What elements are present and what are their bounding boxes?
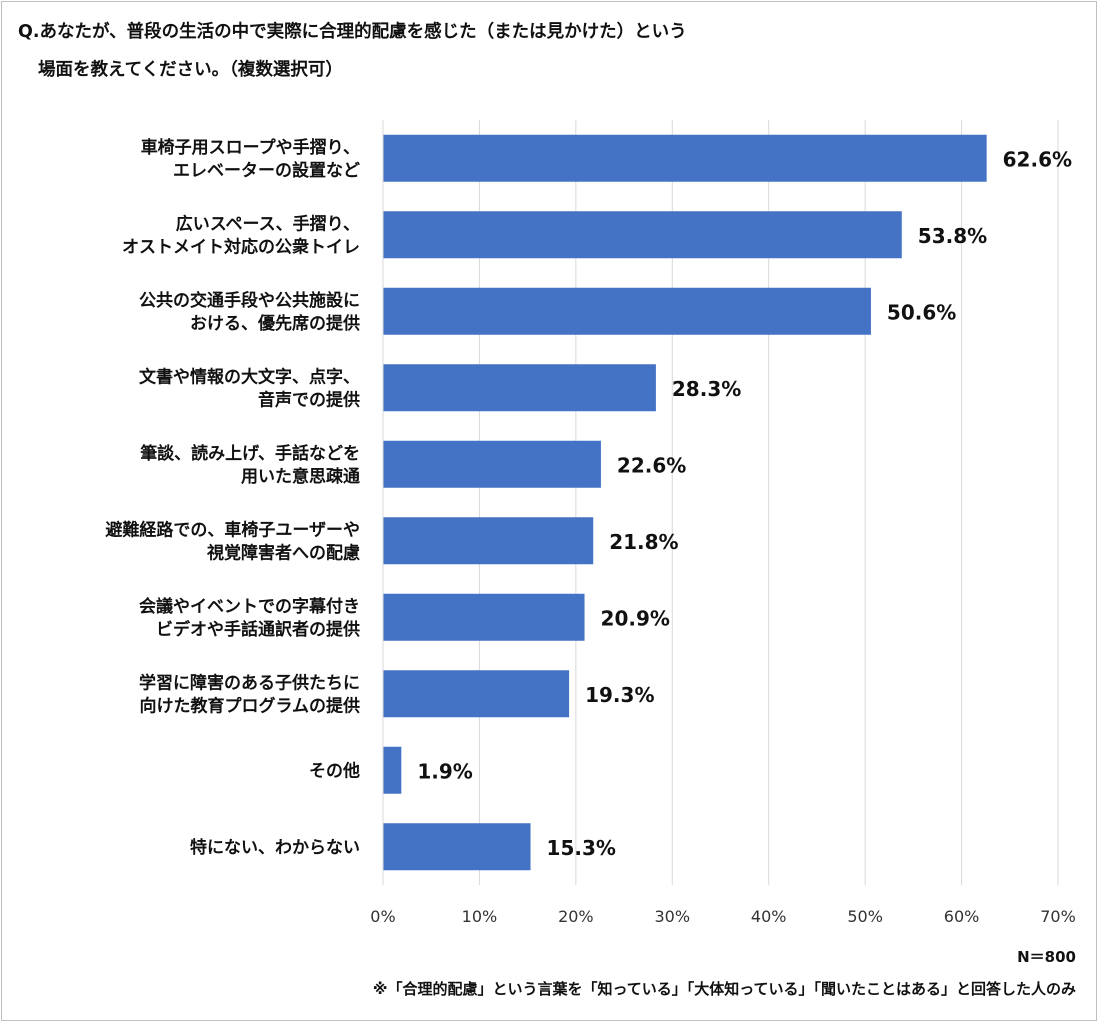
x-tick-label: 70%: [1040, 907, 1076, 926]
data-label: 53.8%: [918, 224, 987, 248]
data-label: 28.3%: [672, 377, 741, 401]
category-label: おける、優先席の提供: [190, 313, 360, 334]
category-label: 音声での提供: [258, 389, 360, 410]
data-label: 15.3%: [547, 836, 616, 860]
category-label: その他: [309, 760, 360, 781]
data-label: 20.9%: [601, 606, 670, 630]
x-tick-label: 40%: [751, 907, 787, 926]
bar: [383, 517, 594, 565]
category-label: 筆談、読み上げ、手話などを: [140, 443, 360, 464]
category-label: 車椅子用スロープや手摺り、: [141, 137, 360, 158]
bar: [383, 823, 531, 871]
category-label: ビデオや手話通訳者の提供: [156, 619, 360, 640]
x-tick-label: 60%: [944, 907, 980, 926]
category-label: 会議やイベントでの字幕付き: [139, 596, 360, 617]
x-tick-label: 50%: [847, 907, 883, 926]
category-label: エレベーターの設置など: [173, 160, 360, 181]
category-label: 用いた意思疎通: [241, 466, 360, 487]
category-label: 学習に障害のある子供たちに: [139, 672, 360, 693]
x-tick-label: 30%: [655, 907, 691, 926]
chart-title-line-2: 場面を教えてください。（複数選択可）: [38, 60, 343, 80]
category-label: 広いスペース、手摺り、: [176, 213, 360, 234]
category-label: 向けた教育プログラムの提供: [140, 695, 361, 716]
bar: [383, 364, 656, 412]
data-label: 62.6%: [1003, 147, 1072, 171]
x-tick-label: 20%: [558, 907, 594, 926]
data-label: 19.3%: [585, 683, 654, 707]
data-label: 50.6%: [887, 300, 956, 324]
x-tick-label: 10%: [462, 907, 498, 926]
footnote: ※「合理的配慮」という言葉を「知っている」「大体知っている」「聞いたことはある」…: [372, 980, 1076, 998]
bar: [383, 134, 987, 182]
bar: [383, 287, 871, 335]
data-label: 1.9%: [417, 759, 472, 783]
category-label: オストメイト対応の公衆トイレ: [122, 236, 360, 257]
chart-title-line-1: Q.あなたが、普段の生活の中で実際に合理的配慮を感じた（または見かけた）という: [18, 22, 687, 42]
data-label: 22.6%: [617, 453, 686, 477]
category-label: 文書や情報の大文字、点字、: [139, 366, 360, 387]
x-tick-label: 0%: [370, 907, 395, 926]
category-label: 視覚障害者への配慮: [206, 542, 360, 563]
bar: [383, 211, 902, 259]
category-label: 避難経路での、車椅子ユーザーや: [105, 519, 360, 540]
bar: [383, 670, 570, 718]
category-label: 特にない、わからない: [190, 837, 360, 858]
data-label: 21.8%: [609, 530, 678, 554]
sample-size: N＝800: [1017, 948, 1076, 966]
bar: [383, 440, 601, 488]
category-label: 公共の交通手段や公共施設に: [139, 290, 360, 311]
bar: [383, 746, 402, 794]
bar: [383, 593, 585, 641]
